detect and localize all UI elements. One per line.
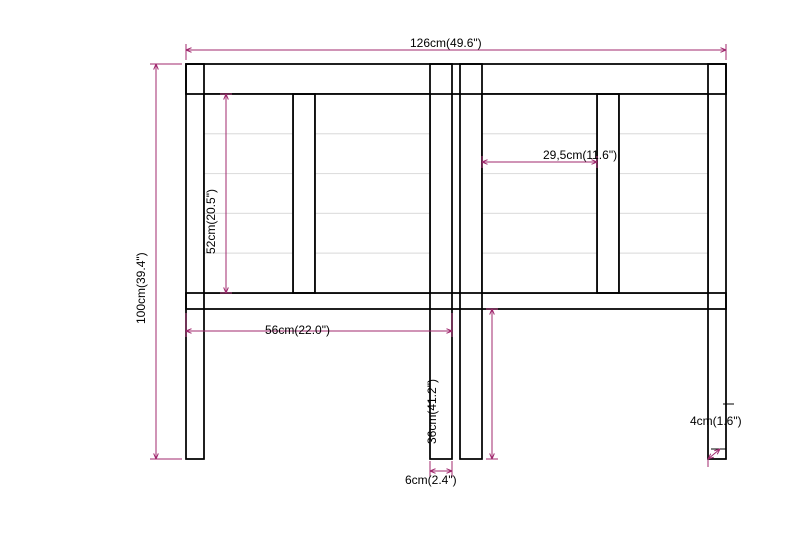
- dim-total-width: 126cm(49.6"): [410, 36, 482, 50]
- dim-depth: 4cm(1.6"): [690, 414, 742, 428]
- technical-drawing: [0, 0, 800, 533]
- dim-total-height: 100cm(39.4"): [134, 252, 148, 324]
- dim-inner-width: 29,5cm(11.6"): [543, 148, 617, 162]
- dim-panel-height: 52cm(20.5"): [204, 189, 218, 254]
- dim-leg-height: 36cm(41.2"): [425, 379, 439, 444]
- dim-half-width: 56cm(22.0"): [265, 323, 330, 337]
- dim-leg-width: 6cm(2.4"): [405, 473, 457, 487]
